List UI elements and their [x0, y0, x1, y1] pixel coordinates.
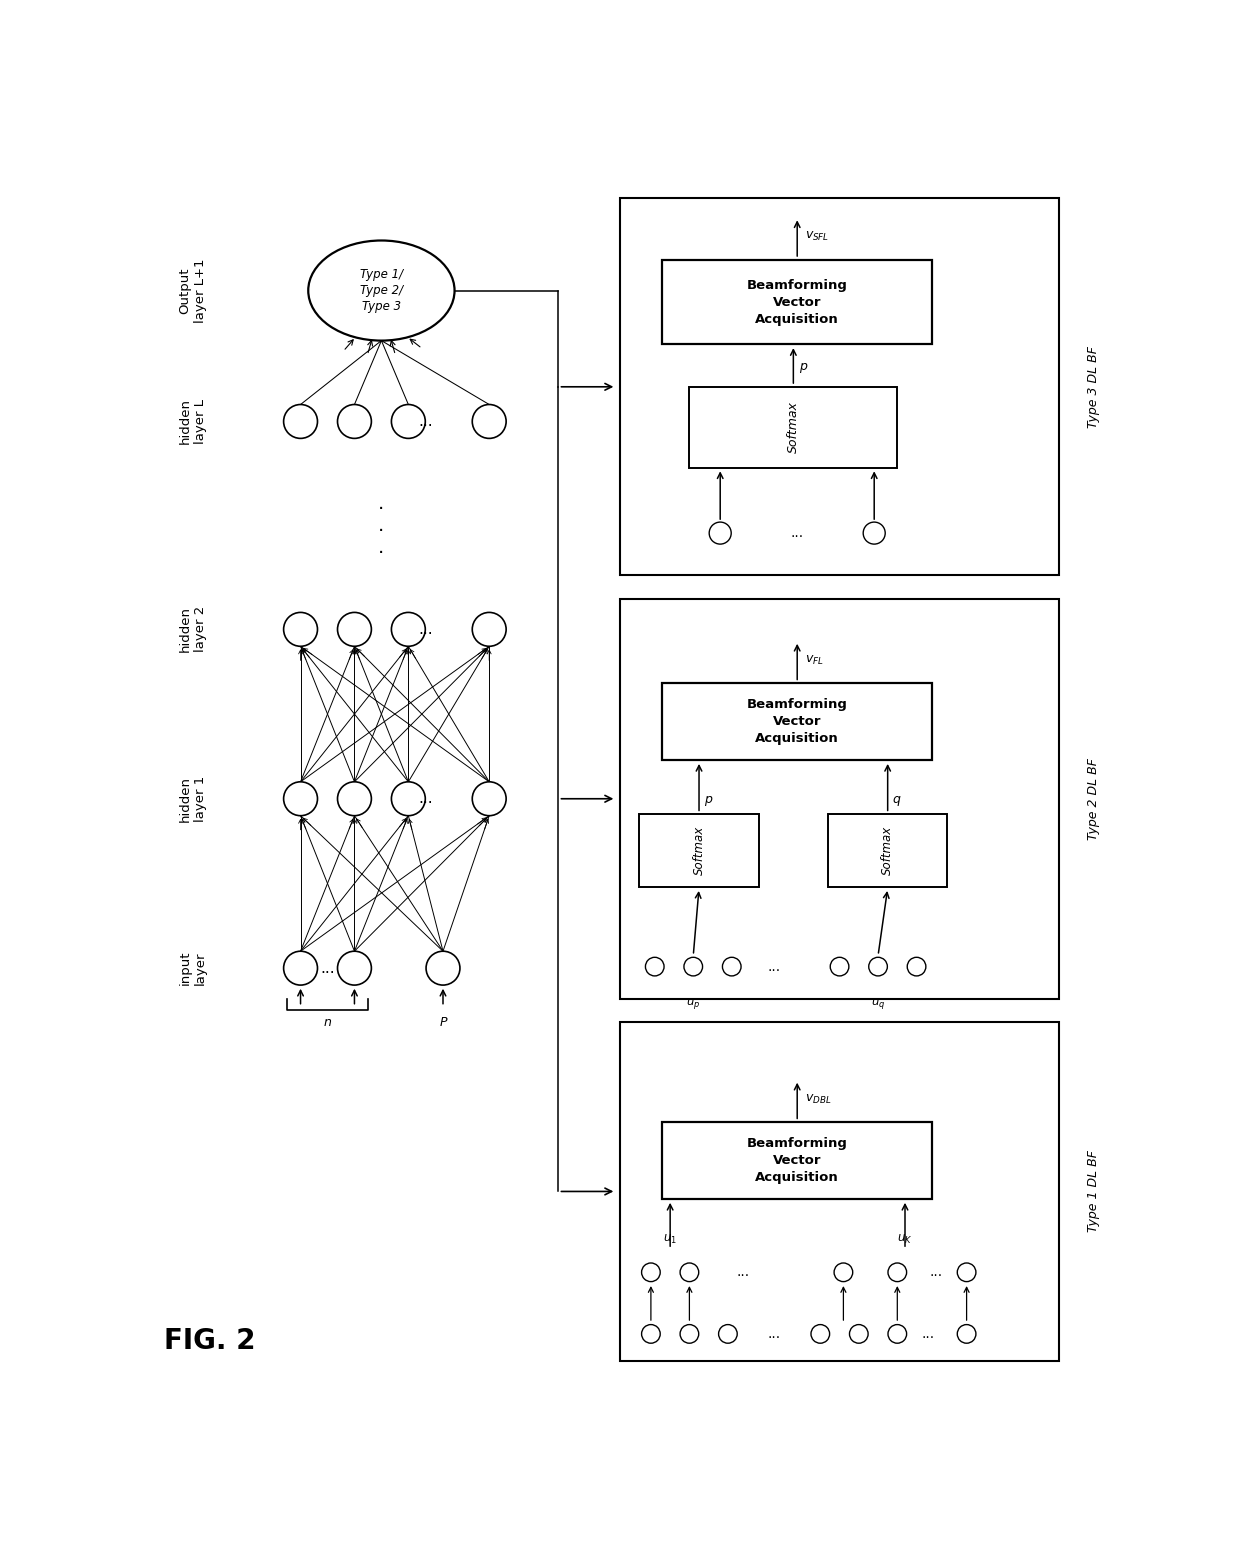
Text: ...: ...	[791, 526, 804, 540]
Text: Type 3 DL BF: Type 3 DL BF	[1087, 345, 1100, 428]
Circle shape	[680, 1325, 698, 1344]
Circle shape	[835, 1263, 853, 1281]
Bar	[620, 1022, 1059, 1361]
Circle shape	[957, 1325, 976, 1344]
Circle shape	[888, 1263, 906, 1281]
Bar	[828, 815, 947, 888]
Text: $v_{FL}$: $v_{FL}$	[805, 653, 823, 667]
Text: $u_p$: $u_p$	[686, 995, 701, 1011]
Text: ...: ...	[929, 1266, 942, 1280]
Text: $u_K$: $u_K$	[898, 1233, 913, 1246]
Circle shape	[646, 958, 665, 977]
Text: ...: ...	[418, 414, 433, 429]
Circle shape	[888, 1325, 906, 1344]
Circle shape	[284, 613, 317, 647]
Circle shape	[863, 522, 885, 544]
Circle shape	[957, 1263, 976, 1281]
Circle shape	[472, 782, 506, 816]
Circle shape	[284, 952, 317, 984]
Text: Beamforming
Vector
Acquisition: Beamforming Vector Acquisition	[746, 1137, 848, 1185]
Circle shape	[392, 404, 425, 439]
Text: Softmax: Softmax	[787, 401, 800, 453]
Text: q: q	[893, 793, 900, 805]
Text: .
.
.: . . .	[378, 494, 384, 557]
Text: $v_{DBL}$: $v_{DBL}$	[805, 1093, 831, 1106]
Circle shape	[392, 782, 425, 816]
Text: input
layer: input layer	[179, 952, 207, 986]
Text: Softmax: Softmax	[692, 826, 706, 875]
Circle shape	[680, 1263, 698, 1281]
Text: P: P	[439, 1015, 446, 1029]
Circle shape	[284, 404, 317, 439]
Circle shape	[641, 1325, 660, 1344]
Circle shape	[337, 613, 372, 647]
Circle shape	[908, 958, 926, 977]
Circle shape	[337, 782, 372, 816]
Text: ...: ...	[737, 1266, 750, 1280]
Circle shape	[869, 958, 888, 977]
Text: Type 2 DL BF: Type 2 DL BF	[1087, 757, 1100, 840]
Bar	[620, 599, 1059, 998]
Circle shape	[392, 613, 425, 647]
Text: ...: ...	[418, 791, 433, 805]
Circle shape	[337, 404, 372, 439]
Bar	[689, 387, 898, 468]
Text: Output
layer L+1: Output layer L+1	[179, 258, 207, 323]
Circle shape	[284, 782, 317, 816]
Text: $u_q$: $u_q$	[870, 995, 885, 1011]
Text: n: n	[324, 1015, 331, 1029]
Circle shape	[472, 404, 506, 439]
Text: p: p	[703, 793, 712, 805]
Circle shape	[811, 1325, 830, 1344]
Circle shape	[723, 958, 742, 977]
Circle shape	[472, 613, 506, 647]
Bar	[662, 683, 932, 760]
Text: hidden
layer 1: hidden layer 1	[179, 776, 207, 823]
Text: Type 1 DL BF: Type 1 DL BF	[1087, 1151, 1100, 1233]
Circle shape	[849, 1325, 868, 1344]
Bar	[662, 1123, 932, 1199]
Circle shape	[427, 952, 460, 984]
Text: Beamforming
Vector
Acquisition: Beamforming Vector Acquisition	[746, 278, 848, 325]
Circle shape	[641, 1263, 660, 1281]
Ellipse shape	[309, 241, 455, 341]
Text: Beamforming
Vector
Acquisition: Beamforming Vector Acquisition	[746, 698, 848, 745]
Bar	[662, 260, 932, 345]
Circle shape	[719, 1325, 738, 1344]
Circle shape	[337, 952, 372, 984]
Text: ...: ...	[921, 1326, 935, 1340]
Text: p: p	[800, 359, 807, 373]
Text: $v_{SFL}$: $v_{SFL}$	[805, 230, 830, 243]
Text: ...: ...	[768, 959, 781, 973]
Text: hidden
layer 2: hidden layer 2	[179, 606, 207, 653]
Text: $u_1$: $u_1$	[663, 1233, 677, 1246]
Text: FIG. 2: FIG. 2	[164, 1326, 255, 1354]
Text: ...: ...	[320, 961, 335, 975]
Text: ...: ...	[768, 1326, 781, 1340]
Bar	[640, 815, 759, 888]
Text: ...: ...	[418, 622, 433, 638]
Circle shape	[831, 958, 849, 977]
Text: hidden
layer L: hidden layer L	[179, 398, 207, 445]
Bar	[620, 197, 1059, 575]
Circle shape	[709, 522, 732, 544]
Text: Softmax: Softmax	[882, 826, 894, 875]
Text: Type 1/
Type 2/
Type 3: Type 1/ Type 2/ Type 3	[360, 267, 403, 313]
Circle shape	[684, 958, 703, 977]
